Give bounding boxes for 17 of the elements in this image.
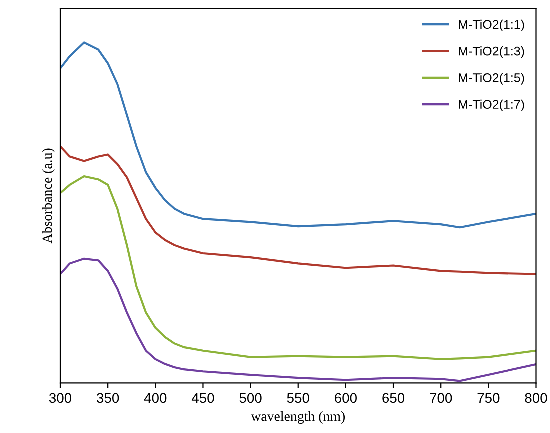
y-axis-title: Absorbance (a.u) (42, 148, 55, 244)
x-tick-label: 600 (335, 393, 357, 404)
x-tick-label: 750 (478, 393, 500, 404)
legend-label: M-TiO2(1:1) (459, 20, 524, 32)
x-tick-label: 300 (49, 393, 72, 404)
x-tick-label: 350 (97, 393, 120, 404)
legend-label: M-TiO2(1:3) (459, 46, 524, 58)
x-tick-label: 700 (430, 393, 452, 404)
x-tick-label: 550 (287, 393, 310, 404)
x-tick-label: 400 (144, 393, 167, 404)
x-tick-label: 500 (240, 393, 262, 404)
legend-label: M-TiO2(1:7) (459, 100, 524, 112)
legend-label: M-TiO2(1:5) (459, 73, 524, 85)
x-tick-label: 450 (192, 393, 214, 404)
x-tick-label: 800 (525, 393, 548, 404)
x-tick-label: 650 (382, 393, 405, 404)
x-axis-title: wavelength (nm) (251, 411, 346, 424)
